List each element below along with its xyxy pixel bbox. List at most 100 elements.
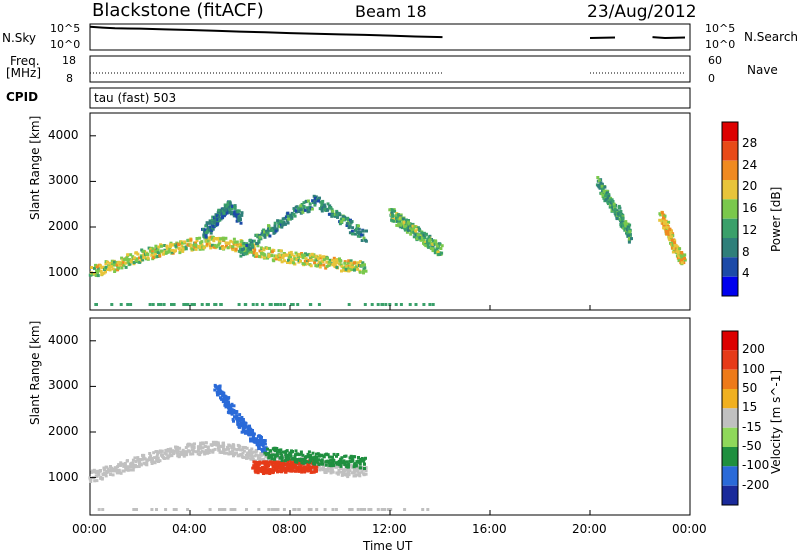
heatmap-cell bbox=[193, 442, 196, 446]
heatmap-cell bbox=[92, 469, 96, 473]
heatmap-cell bbox=[243, 446, 247, 449]
heatmap-cell bbox=[211, 243, 214, 247]
heatmap-cell bbox=[218, 246, 222, 250]
heatmap-cell bbox=[673, 239, 677, 243]
heatmap-cell bbox=[280, 225, 284, 229]
heatmap-cell bbox=[223, 397, 227, 401]
heatmap-cell bbox=[321, 199, 325, 203]
heatmap-cell bbox=[307, 450, 311, 454]
heatmap-cell bbox=[381, 303, 384, 306]
heatmap-cell bbox=[255, 461, 259, 464]
heatmap-cell bbox=[214, 237, 218, 241]
heatmap-cell bbox=[181, 247, 185, 251]
heatmap-cell bbox=[212, 239, 216, 243]
heatmap-cell bbox=[420, 231, 424, 235]
heatmap-cell bbox=[418, 228, 421, 232]
heatmap-cell bbox=[122, 469, 126, 473]
heatmap-cell bbox=[248, 429, 252, 433]
heatmap-cell bbox=[178, 452, 182, 456]
heatmap-cell bbox=[111, 473, 115, 477]
heatmap-cell bbox=[172, 449, 176, 453]
heatmap-cell bbox=[680, 258, 684, 262]
heatmap-cell bbox=[181, 452, 185, 456]
heatmap-cell bbox=[364, 472, 368, 476]
heatmap-cell bbox=[253, 466, 257, 470]
heatmap-cell bbox=[217, 442, 220, 446]
heatmap-cell bbox=[362, 472, 366, 476]
heatmap-cell bbox=[202, 246, 206, 250]
heatmap-cell bbox=[292, 255, 296, 258]
heatmap-cell bbox=[404, 218, 408, 222]
heatmap-cell bbox=[239, 248, 242, 252]
heatmap-cell bbox=[305, 253, 309, 257]
heatmap-cell bbox=[195, 237, 199, 240]
heatmap-cell bbox=[110, 466, 113, 470]
heatmap-cell bbox=[135, 508, 138, 511]
heatmap-cell bbox=[204, 228, 208, 232]
heatmap-cell bbox=[605, 194, 609, 198]
heatmap-cell bbox=[226, 445, 229, 449]
heatmap-cell bbox=[680, 261, 684, 265]
heatmap-cell bbox=[224, 241, 228, 245]
heatmap-cell bbox=[335, 265, 339, 269]
heatmap-cell bbox=[399, 225, 403, 229]
heatmap-cell bbox=[219, 396, 222, 400]
xtick-label: 12:00 bbox=[372, 522, 407, 536]
heatmap-cell bbox=[192, 449, 196, 453]
heatmap-cell bbox=[665, 223, 669, 226]
heatmap-cell bbox=[341, 215, 345, 219]
heatmap-cell bbox=[289, 255, 292, 259]
heatmap-cell bbox=[322, 455, 326, 459]
heatmap-cell bbox=[226, 201, 230, 205]
heatmap-cell bbox=[235, 415, 239, 419]
heatmap-cell bbox=[349, 261, 353, 265]
heatmap-cell bbox=[218, 384, 222, 388]
heatmap-cell bbox=[147, 458, 151, 462]
heatmap-cell bbox=[170, 303, 173, 306]
velocity-colorbar-tick: -50 bbox=[742, 439, 762, 453]
heatmap-cell bbox=[250, 447, 254, 451]
heatmap-cell bbox=[304, 456, 308, 460]
heatmap-cell bbox=[360, 470, 364, 474]
power-ylabel: Slant Range [km] bbox=[28, 115, 42, 220]
heatmap-cell bbox=[97, 508, 101, 511]
power-colorbar-swatch bbox=[722, 218, 738, 238]
heatmap-cell bbox=[600, 182, 604, 186]
velocity-colorbar-swatch bbox=[722, 389, 738, 409]
heatmap-cell bbox=[148, 452, 152, 455]
heatmap-cell bbox=[122, 263, 126, 267]
heatmap-cell bbox=[310, 470, 314, 474]
heatmap-cell bbox=[261, 303, 265, 306]
heatmap-cell bbox=[208, 242, 212, 246]
heatmap-cell bbox=[319, 261, 323, 265]
nsky-line-segment bbox=[89, 25, 443, 39]
heatmap-cell bbox=[407, 222, 411, 226]
heatmap-cell bbox=[273, 257, 277, 261]
heatmap-cell bbox=[171, 248, 174, 252]
heatmap-cell bbox=[268, 234, 272, 238]
heatmap-cell bbox=[160, 449, 164, 453]
heatmap-cell bbox=[423, 236, 427, 239]
heatmap-cell bbox=[338, 213, 342, 217]
heatmap-cell bbox=[604, 198, 608, 202]
heatmap-cell bbox=[103, 468, 106, 472]
heatmap-cell bbox=[234, 243, 238, 247]
heatmap-cell bbox=[281, 465, 284, 469]
heatmap-cell bbox=[628, 235, 631, 239]
heatmap-cell bbox=[315, 264, 319, 268]
heatmap-cell bbox=[339, 464, 343, 468]
heatmap-cell bbox=[126, 459, 129, 463]
heatmap-cell bbox=[361, 229, 365, 233]
heatmap-cell bbox=[272, 259, 276, 263]
heatmap-cell bbox=[241, 445, 245, 449]
heatmap-cell bbox=[174, 244, 178, 248]
heatmap-cell bbox=[178, 248, 182, 252]
heatmap-cell bbox=[262, 230, 266, 234]
heatmap-cell bbox=[338, 262, 341, 266]
heatmap-cell bbox=[397, 219, 401, 223]
heatmap-cell bbox=[270, 250, 274, 254]
heatmap-cell bbox=[255, 254, 259, 258]
heatmap-cell bbox=[157, 303, 161, 306]
heatmap-cell bbox=[269, 449, 273, 453]
heatmap-cell bbox=[231, 248, 235, 252]
